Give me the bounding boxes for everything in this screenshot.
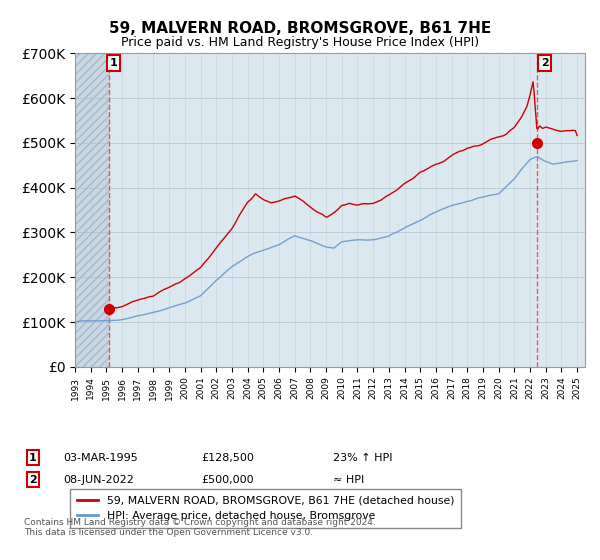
Legend: 59, MALVERN ROAD, BROMSGROVE, B61 7HE (detached house), HPI: Average price, deta: 59, MALVERN ROAD, BROMSGROVE, B61 7HE (d… (70, 489, 461, 528)
Text: £128,500: £128,500 (201, 452, 254, 463)
Text: Contains HM Land Registry data © Crown copyright and database right 2024.
This d: Contains HM Land Registry data © Crown c… (24, 518, 376, 538)
Text: £500,000: £500,000 (201, 475, 254, 485)
Text: 23% ↑ HPI: 23% ↑ HPI (333, 452, 392, 463)
Text: 2: 2 (541, 58, 549, 68)
Text: ≈ HPI: ≈ HPI (333, 475, 364, 485)
Text: 03-MAR-1995: 03-MAR-1995 (63, 452, 138, 463)
Text: 1: 1 (110, 58, 118, 68)
Text: 2: 2 (29, 475, 37, 485)
Text: 08-JUN-2022: 08-JUN-2022 (63, 475, 134, 485)
Text: 1: 1 (29, 452, 37, 463)
Text: 59, MALVERN ROAD, BROMSGROVE, B61 7HE: 59, MALVERN ROAD, BROMSGROVE, B61 7HE (109, 21, 491, 36)
Bar (75, 53, 109, 367)
Text: Price paid vs. HM Land Registry's House Price Index (HPI): Price paid vs. HM Land Registry's House … (121, 36, 479, 49)
